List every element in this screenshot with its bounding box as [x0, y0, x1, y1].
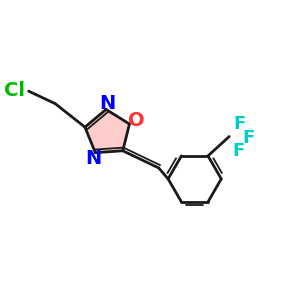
Text: N: N [85, 149, 102, 168]
Text: F: F [233, 115, 245, 133]
Text: Cl: Cl [4, 81, 25, 100]
Polygon shape [85, 110, 130, 153]
Text: F: F [232, 142, 244, 160]
Text: N: N [100, 94, 116, 113]
Text: O: O [128, 111, 145, 130]
Text: F: F [242, 129, 254, 147]
